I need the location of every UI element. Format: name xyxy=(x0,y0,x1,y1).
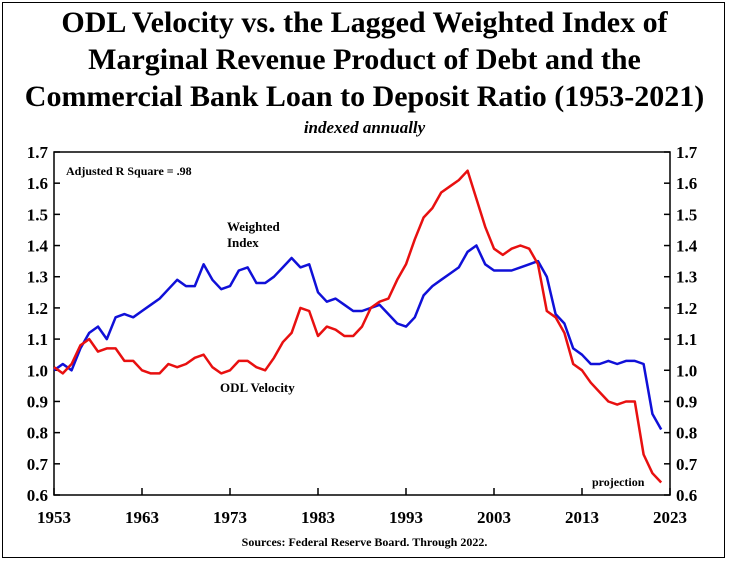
y-tick-label-right: 1.1 xyxy=(676,330,697,349)
r-square-annotation: Adjusted R Square = .98 xyxy=(66,164,192,178)
x-tick-label: 1993 xyxy=(389,508,423,527)
weighted-index-line xyxy=(53,244,663,431)
series-lines xyxy=(53,169,663,484)
x-tick-label: 2023 xyxy=(653,508,687,527)
chart-title: ODL Velocity vs. the Lagged Weighted Ind… xyxy=(0,4,729,115)
y-tick-label-right: 0.9 xyxy=(676,392,697,411)
y-tick-label-left: 1.4 xyxy=(27,237,49,256)
x-tick-label: 1963 xyxy=(125,508,159,527)
x-tick-label: 1983 xyxy=(301,508,335,527)
y-tick-label-left: 1.7 xyxy=(27,143,49,162)
y-tick-label-left: 1.5 xyxy=(27,205,48,224)
y-tick-label-left: 1.3 xyxy=(27,268,48,287)
chart-source: Sources: Federal Reserve Board. Through … xyxy=(241,535,488,549)
y-tick-label-right: 1.6 xyxy=(676,174,697,193)
y-tick-label-right: 0.6 xyxy=(676,486,697,505)
projection-annotation: projection xyxy=(592,475,645,489)
y-tick-label-left: 1.6 xyxy=(27,174,48,193)
y-tick-label-right: 0.8 xyxy=(676,424,697,443)
y-tick-label-left: 0.9 xyxy=(27,392,48,411)
plot-area xyxy=(53,151,671,496)
y-tick-label-left: 0.8 xyxy=(27,424,48,443)
y-tick-label-left: 1.1 xyxy=(27,330,48,349)
y-tick-label-right: 0.7 xyxy=(676,455,698,474)
chart-title-line-3: Commercial Bank Loan to Deposit Ratio (1… xyxy=(24,80,705,113)
y-tick-label-left: 0.7 xyxy=(27,455,49,474)
weighted-index-label-line1: Weighted xyxy=(227,219,280,234)
y-tick-label-right: 1.3 xyxy=(676,268,697,287)
x-tick-label: 2013 xyxy=(565,508,599,527)
weighted-index-label-line2: Index xyxy=(227,235,259,250)
y-tick-label-right: 1.0 xyxy=(676,361,697,380)
x-tick-label: 2003 xyxy=(477,508,511,527)
chart-title-line-2: Marginal Revenue Product of Debt and the xyxy=(88,43,641,76)
odl-velocity-line xyxy=(53,169,663,484)
x-tick-label: 1953 xyxy=(37,508,71,527)
y-tick-label-right: 1.4 xyxy=(676,237,698,256)
y-tick-label-left: 1.2 xyxy=(27,299,48,318)
y-tick-label-right: 1.5 xyxy=(676,205,697,224)
y-tick-label-right: 1.2 xyxy=(676,299,697,318)
y-tick-label-left: 1.0 xyxy=(27,361,48,380)
y-tick-label-right: 1.7 xyxy=(676,143,698,162)
axis-ticks: 0.6 0.6 0.7 0.7 0.8 0.8 0.9 0.9 1.0 1.0 1.1 1.1 1.2 1… xyxy=(27,143,698,527)
y-tick-label-left: 0.6 xyxy=(27,486,48,505)
x-tick-label: 1973 xyxy=(213,508,247,527)
chart-subtitle: indexed annually xyxy=(303,118,426,137)
chart-title-line-1: ODL Velocity vs. the Lagged Weighted Ind… xyxy=(61,6,668,39)
odl-velocity-label: ODL Velocity xyxy=(220,380,295,395)
